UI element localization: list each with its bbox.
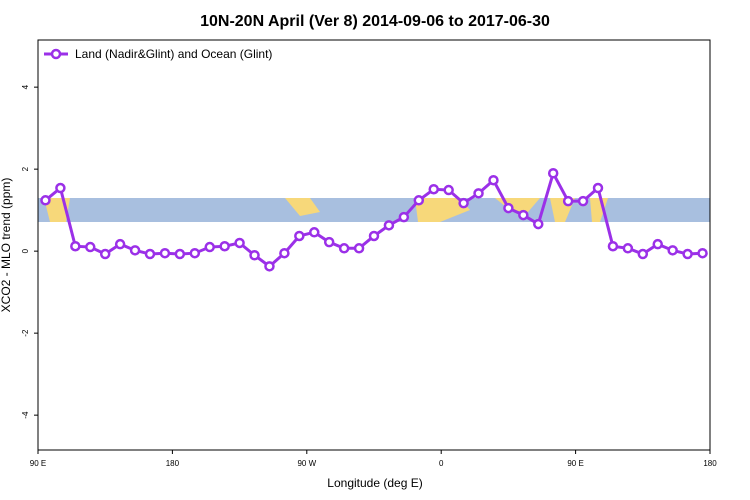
x-tick-label: 0 xyxy=(439,459,444,468)
point xyxy=(85,241,96,253)
point xyxy=(697,247,708,259)
point xyxy=(562,195,574,207)
x-tick-label: 90 W xyxy=(297,459,316,468)
point xyxy=(294,230,305,242)
point xyxy=(279,247,290,259)
point xyxy=(473,188,484,199)
point xyxy=(398,211,410,223)
point xyxy=(592,182,604,194)
point xyxy=(443,184,454,196)
plot-frame xyxy=(37,39,711,451)
y-tick-label: 2 xyxy=(21,166,30,171)
point xyxy=(159,247,171,259)
point xyxy=(383,220,395,231)
point xyxy=(547,168,559,179)
point xyxy=(144,248,156,260)
point xyxy=(533,218,544,230)
point xyxy=(667,245,678,256)
point xyxy=(309,227,320,238)
point xyxy=(413,195,425,206)
point xyxy=(682,248,693,260)
point xyxy=(577,195,589,207)
point xyxy=(129,245,141,256)
point xyxy=(368,230,380,242)
point xyxy=(249,250,260,261)
x-tick-label: 180 xyxy=(703,459,717,468)
x-tick-label: 180 xyxy=(166,459,180,468)
point xyxy=(488,174,499,186)
point xyxy=(40,195,51,206)
point xyxy=(323,236,335,248)
point xyxy=(458,197,469,209)
point xyxy=(114,238,126,250)
point xyxy=(637,248,649,260)
y-axis-label: XCO2 - MLO trend (ppm) xyxy=(0,178,13,313)
point xyxy=(264,261,275,272)
point xyxy=(204,241,215,253)
point xyxy=(234,237,245,249)
point xyxy=(622,243,634,254)
y-tick-label: 0 xyxy=(21,248,30,253)
point xyxy=(174,248,186,260)
point xyxy=(652,238,663,250)
y-tick-label: 4 xyxy=(21,84,30,89)
point xyxy=(55,182,66,194)
point xyxy=(353,243,365,254)
point xyxy=(518,209,529,221)
point xyxy=(503,202,514,214)
point xyxy=(338,243,350,254)
chart-title: 10N-20N April (Ver 8) 2014-09-06 to 2017… xyxy=(200,13,550,30)
y-tick-label: -4 xyxy=(21,411,30,419)
x-tick-label: 90 E xyxy=(567,459,583,468)
x-axis-label: Longitude (deg E) xyxy=(327,476,422,490)
x-tick-label: 90 E xyxy=(30,459,46,468)
legend-label: Land (Nadir&Glint) and Ocean (Glint) xyxy=(75,47,272,61)
point xyxy=(607,240,619,252)
point xyxy=(428,183,439,195)
point xyxy=(219,240,230,252)
point xyxy=(70,240,81,252)
point xyxy=(99,248,111,260)
legend-marker xyxy=(50,48,62,60)
point xyxy=(189,247,201,259)
map-band xyxy=(38,198,710,222)
y-tick-label: -2 xyxy=(21,329,30,337)
